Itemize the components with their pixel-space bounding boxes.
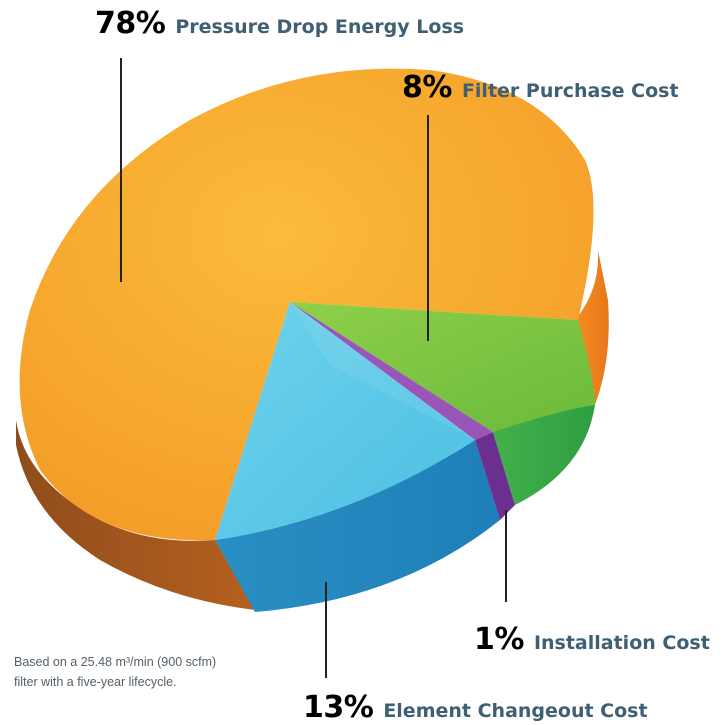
slice-side-pressure-drop-right: [575, 250, 609, 405]
callout-pressure-drop: 78% Pressure Drop Energy Loss: [95, 6, 464, 41]
leader-filter-purchase: [427, 115, 429, 341]
slice-name-label: Filter Purchase Cost: [461, 80, 679, 102]
slice-side-pressure-drop-left: [16, 420, 255, 610]
slice-highlight: [290, 302, 475, 440]
slice-value-label: 1%: [474, 622, 524, 657]
footnote-line-2: filter with a five-year lifecycle.: [14, 675, 177, 689]
slice-installation-cost: [290, 302, 493, 440]
leader-pressure-drop: [120, 58, 122, 282]
slice-filter-purchase-cost: [290, 302, 595, 432]
slice-side-installation: [475, 432, 515, 520]
footnote-line-1: Based on a 25.48 m³/min (900 scfm): [14, 655, 217, 669]
slice-pressure-drop-energy-loss: [19, 68, 594, 541]
slice-name-label: Element Changeout Cost: [383, 700, 648, 722]
slice-value-label: 8%: [402, 70, 452, 105]
callout-filter-purchase: 8% Filter Purchase Cost: [402, 70, 679, 105]
slice-side-filter-purchase: [493, 404, 595, 505]
slice-side-element-changeout: [215, 440, 500, 612]
slice-name-label: Installation Cost: [533, 632, 710, 654]
leader-element-changeout: [325, 582, 327, 678]
leader-installation: [505, 510, 507, 602]
callout-installation: 1% Installation Cost: [474, 622, 710, 657]
slice-name-label: Pressure Drop Energy Loss: [175, 16, 465, 38]
footnote: Based on a 25.48 m³/min (900 scfm) filte…: [14, 652, 314, 692]
slice-value-label: 78%: [95, 6, 166, 41]
slice-element-changeout-cost: [215, 302, 475, 540]
slice-value-label: 13%: [303, 690, 374, 725]
callout-element-changeout: 13% Element Changeout Cost: [303, 690, 648, 725]
